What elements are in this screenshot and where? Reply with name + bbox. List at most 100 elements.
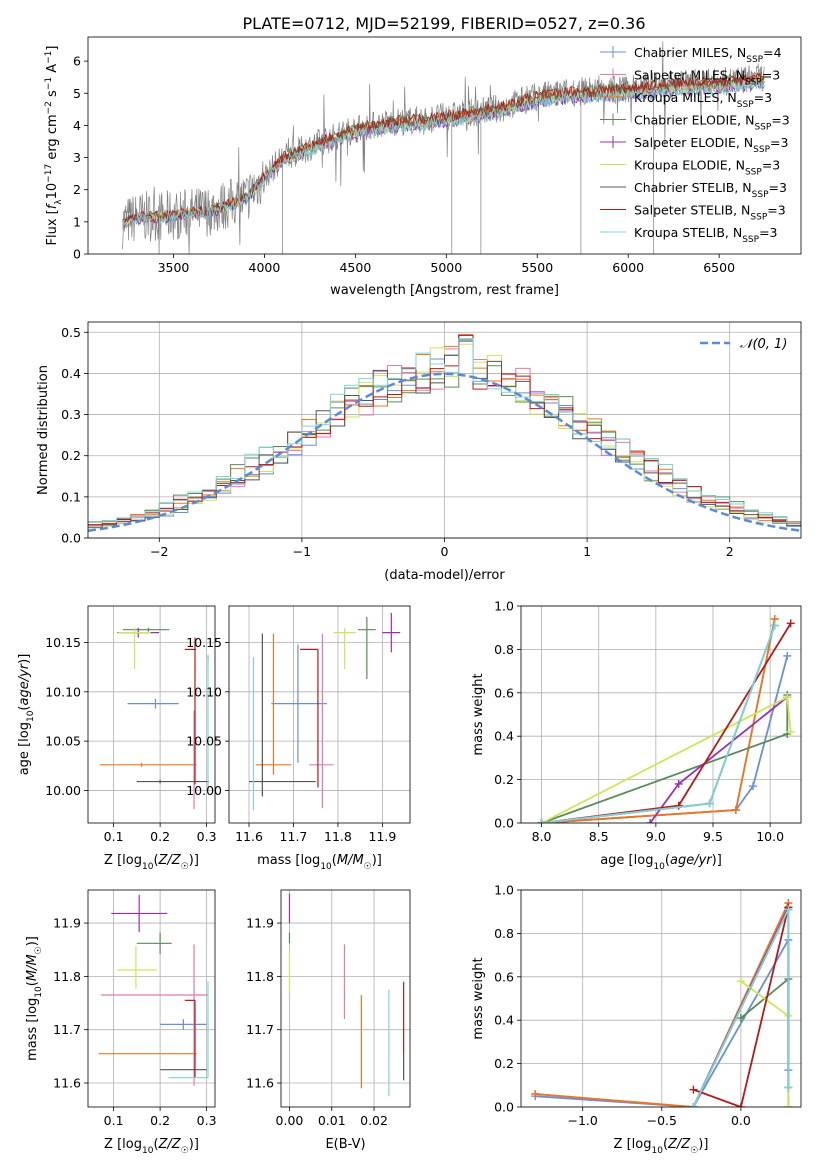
x-tick-label: 0.01 (318, 1113, 346, 1128)
errorbar-point (122, 627, 170, 632)
x-tick-label: 9.5 (703, 829, 723, 844)
x-tick-label: 5500 (521, 260, 553, 275)
y-axis-label-text: Flux [fλ10−17 erg cm−2 s−1 A−1] (44, 46, 64, 246)
x-tick-label: 11.7 (280, 829, 308, 844)
axes-frame (87, 36, 802, 255)
errorbar-point (101, 944, 209, 1086)
errorbar-points (288, 893, 405, 1097)
mass-weight-line (649, 696, 788, 823)
x-tick-label: 0.02 (360, 1113, 388, 1128)
errorbar-point (127, 698, 179, 709)
mass-weight-lines (531, 899, 793, 1107)
errorbar-point (333, 627, 356, 670)
y-tick-label: 6 (73, 54, 81, 69)
y-axis-label: mass weight (471, 957, 486, 1039)
legend-entry: Chabrier STELIB, NSSP=3 (634, 180, 787, 200)
axes-frame (228, 605, 411, 824)
axes-frame (87, 321, 802, 539)
mass-vs-EBV-panel: 0.00 0.01 0.02 11.6 11.7 11.8 11.9 E(B-V) (246, 889, 411, 1152)
x-tick-label: 0.00 (276, 1113, 304, 1128)
y-tick-label: 0.6 (494, 685, 514, 700)
y-tick-label: 10.00 (45, 783, 81, 798)
x-tick-label: 5000 (430, 260, 462, 275)
y-tick-label: 0.6 (494, 969, 514, 984)
axes-frame (520, 605, 802, 824)
y-tick-label: 0.4 (494, 1013, 514, 1028)
y-tick-label: 4 (73, 118, 81, 133)
y-axis-label: mass weight (471, 673, 486, 755)
errorbar-point (136, 932, 172, 954)
legend-entry: Salpeter STELIB, NSSP=3 (634, 203, 786, 223)
legend-entry: Kroupa ELODIE, NSSP=3 (634, 158, 780, 178)
y-tick-label: 0.3 (61, 407, 81, 422)
x-tick-label: 6000 (612, 260, 644, 275)
x-axis-label: E(B-V) (325, 1137, 365, 1152)
errorbar-point (160, 1019, 207, 1030)
y-tick-label: 1.0 (494, 883, 514, 898)
residual-histogram (88, 338, 801, 523)
x-axis-label: Z [log10(Z/Z☉)] (614, 1137, 709, 1156)
y-axis-label: mass [log10(M/M☉)] (25, 936, 44, 1061)
errorbar-point (357, 616, 376, 679)
x-axis-label: wavelength [Angstrom, rest frame] (330, 283, 559, 298)
legend-entry: Kroupa MILES, NSSP=3 (634, 90, 772, 110)
errorbar-point (382, 612, 401, 653)
y-tick-label: 11.7 (246, 1022, 274, 1037)
x-axis-label: Z [log10(Z/Z☉)] (104, 1137, 199, 1156)
y-axis-label: Normed distribution (36, 365, 51, 495)
y-tick-label: 0.2 (61, 448, 81, 463)
errorbar-points (249, 612, 401, 811)
x-tick-label: 4500 (339, 260, 371, 275)
residual-histograms (88, 334, 801, 533)
errorbar-point (117, 945, 157, 989)
errorbar-points (98, 894, 209, 1086)
normal-reference-curve (88, 372, 801, 533)
x-tick-label: 0.1 (104, 829, 124, 844)
mass-weight-line (693, 907, 790, 1107)
x-tick-label: 0.2 (150, 829, 170, 844)
legend: 𝒩(0, 1) (700, 337, 787, 352)
x-tick-label: 2 (726, 544, 734, 559)
x-axis-label: (data-model)/error (384, 568, 505, 583)
x-tick-label: −1.0 (568, 1113, 598, 1128)
errorbar-point (184, 637, 196, 785)
x-axis-label: age [log10(age/yr)] (600, 853, 722, 872)
y-tick-label: 0.2 (494, 1056, 514, 1071)
x-tick-label: 10.0 (756, 829, 784, 844)
y-tick-label: 1.0 (494, 599, 514, 614)
x-tick-label: 8.5 (589, 829, 609, 844)
y-tick-label: 11.8 (246, 969, 274, 984)
y-tick-label: 0 (73, 247, 81, 262)
massweight-vs-Z-panel: −1.0 −0.5 0.0 0.0 0.2 0.4 0.6 0.8 1.0 mass weight… (471, 883, 802, 1156)
legend-entry: Salpeter MILES, NSSP=3 (634, 68, 780, 88)
axes-frame (280, 889, 411, 1108)
massweight-vs-age-panel: 8.0 8.5 9.0 9.5 10.0 0.0 0.2 0.4 0.6 0.8 1.0 mass w… (471, 599, 802, 872)
y-tick-label: 3 (73, 150, 81, 165)
axes-frame (87, 605, 216, 824)
y-tick-label: 10.10 (45, 684, 81, 699)
y-tick-label: 1 (73, 214, 81, 229)
y-tick-label: 10.15 (45, 635, 81, 650)
spectrum-lines (122, 41, 765, 254)
errorbar-point (111, 894, 168, 933)
x-tick-label: 3500 (158, 260, 190, 275)
x-tick-label: 0.2 (150, 1113, 170, 1128)
y-tick-label: 11.6 (246, 1076, 274, 1091)
x-tick-label: 0.3 (197, 829, 217, 844)
x-tick-label: −2 (150, 544, 168, 559)
axes-frame (520, 889, 802, 1108)
errorbar-point (184, 999, 196, 1078)
legend-entry: Kroupa STELIB, NSSP=3 (634, 225, 778, 245)
x-tick-label: 9.0 (646, 829, 666, 844)
y-axis-label-text: mass [log10(M/M☉)] (25, 936, 44, 1061)
legend-entry: Chabrier ELODIE, NSSP=3 (634, 113, 790, 133)
spectrum-model-line (122, 79, 765, 228)
mass-weight-lines (537, 615, 795, 823)
x-tick-label: 0.1 (104, 1113, 124, 1128)
y-tick-label: 0.4 (61, 366, 81, 381)
errorbar-points (99, 627, 209, 810)
x-tick-label: 11.9 (369, 829, 397, 844)
x-tick-label: −1 (293, 544, 311, 559)
spectrum-model-line (122, 72, 765, 224)
y-tick-label: 10.00 (186, 783, 222, 798)
